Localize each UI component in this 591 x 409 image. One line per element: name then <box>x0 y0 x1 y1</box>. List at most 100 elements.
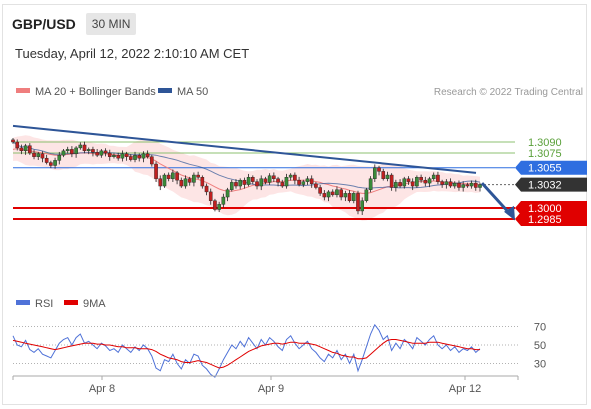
rsi-ma9-line <box>12 339 480 369</box>
candle <box>330 189 335 197</box>
candle <box>120 150 125 162</box>
candle <box>221 193 226 208</box>
x-axis: Apr 8 Apr 9 Apr 12 <box>12 375 519 395</box>
ma50-legend-label: MA 50 <box>177 86 208 98</box>
candle <box>19 144 24 155</box>
candle-body <box>259 178 264 187</box>
candle-body <box>11 139 15 143</box>
candle-body <box>263 178 268 183</box>
candle-body <box>166 174 171 179</box>
level-label-1-3055: 1.3055 <box>528 163 562 175</box>
candle <box>288 173 293 181</box>
candle <box>70 146 74 158</box>
candle <box>238 178 242 190</box>
x-tick-label: Apr 9 <box>258 383 284 395</box>
candle-body <box>15 141 20 149</box>
candle <box>213 198 217 212</box>
candle <box>440 179 444 188</box>
candle <box>457 180 461 191</box>
candle <box>78 142 83 150</box>
candle-body <box>145 153 150 157</box>
candle <box>448 178 453 188</box>
candle <box>242 177 247 189</box>
candle <box>217 201 221 213</box>
candle <box>44 154 49 165</box>
candle-body <box>255 181 259 187</box>
candle <box>116 152 120 161</box>
candle-body <box>91 149 95 153</box>
candle-body <box>343 193 348 198</box>
candle-body <box>238 179 242 187</box>
candle <box>11 138 15 144</box>
ma20-line <box>12 148 480 194</box>
candle-body <box>158 178 163 187</box>
candle-body <box>246 177 251 185</box>
candle-body <box>272 175 276 179</box>
rsi-legend-swatch <box>16 300 30 305</box>
chart-datetime: Tuesday, April 12, 2022 2:10:10 AM CET <box>15 46 250 61</box>
candle-body <box>196 174 200 178</box>
candle-body <box>431 174 436 179</box>
candle <box>158 175 163 191</box>
timeframe-badge[interactable]: 30 MIN <box>85 13 137 35</box>
candle-body <box>377 167 381 172</box>
candle <box>339 187 343 201</box>
candlesticks <box>11 138 482 215</box>
candle-body <box>70 149 74 154</box>
rsi-legend-label: RSI <box>35 298 53 310</box>
candle <box>208 188 213 205</box>
candle-body <box>154 163 158 179</box>
candle-body <box>234 182 238 187</box>
candle <box>259 175 264 191</box>
candle-body <box>276 178 280 183</box>
candle <box>381 168 386 181</box>
candle-body <box>175 172 179 181</box>
candle-body <box>19 147 24 152</box>
x-tick-label: Apr 8 <box>89 383 115 395</box>
candle <box>272 172 276 182</box>
candle <box>356 190 360 215</box>
candle-body <box>398 182 402 187</box>
candle-body <box>78 144 83 149</box>
candle <box>423 176 428 187</box>
candle-body <box>61 150 66 156</box>
candle <box>293 172 297 185</box>
candle <box>284 173 289 189</box>
candle <box>183 175 188 189</box>
candle-body <box>141 153 146 159</box>
candle <box>179 177 184 188</box>
candle <box>154 161 158 182</box>
candle <box>406 176 411 185</box>
level-label-1-3075: 1.3075 <box>528 148 562 160</box>
candle <box>309 175 314 188</box>
candle <box>196 171 200 180</box>
candle <box>297 176 301 187</box>
candle-body <box>373 167 377 179</box>
candle <box>15 139 20 151</box>
candle-body <box>112 155 116 157</box>
candle-body <box>133 155 137 160</box>
candle <box>141 151 146 163</box>
candle <box>229 179 234 192</box>
ma20-legend-swatch <box>16 88 30 93</box>
candle <box>305 176 310 185</box>
candle-body <box>457 182 461 188</box>
candle-body <box>221 196 226 205</box>
candle <box>166 172 171 182</box>
candle <box>364 187 369 203</box>
candle-body <box>406 178 411 182</box>
candle-body <box>103 150 108 154</box>
candle-body <box>32 152 36 157</box>
candle <box>86 147 91 155</box>
candle-body <box>57 155 62 161</box>
candle-body <box>267 175 272 183</box>
ma9-legend-swatch <box>64 300 78 305</box>
candle-body <box>469 182 474 187</box>
candle-body <box>65 149 70 152</box>
candle <box>103 148 108 157</box>
candle-body <box>385 174 390 179</box>
candle-body <box>129 156 133 160</box>
candle <box>280 179 285 188</box>
